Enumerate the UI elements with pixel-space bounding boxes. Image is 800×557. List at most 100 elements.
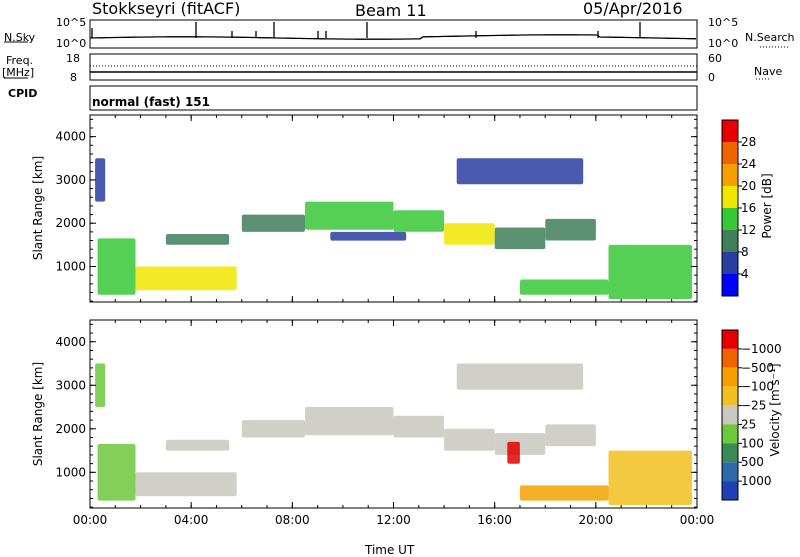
power-colorbar-segment	[722, 142, 738, 164]
power-data-region	[97, 238, 136, 295]
velocity-colorbar-tick-label: −1000	[741, 342, 782, 356]
velocity-colorbar-segment	[722, 386, 738, 406]
power-ytick-label: 1000	[55, 260, 86, 274]
velocity-colorbar-tick-label: −25	[741, 399, 766, 413]
velocity-data-region	[135, 472, 237, 497]
velocity-data-region	[305, 407, 394, 436]
velocity-colorbar-tick-label: −500	[741, 361, 774, 375]
freq-label: Freq.	[6, 54, 34, 67]
velocity-data-region	[241, 420, 305, 438]
velocity-colorbar-tick-label: 25	[741, 417, 756, 431]
velocity-ytick-label: 3000	[55, 378, 86, 392]
velocity-xtick-label: 16:00	[477, 513, 512, 527]
power-colorbar-segment	[722, 164, 738, 186]
power-ytick-label: 4000	[55, 130, 86, 144]
power-colorbar-segment	[722, 230, 738, 252]
velocity-colorbar-segment	[722, 367, 738, 387]
power-data-region	[95, 158, 106, 202]
velocity-data-region	[608, 450, 692, 505]
noise-tick-high-left: 10^5	[56, 16, 87, 29]
power-colorbar-tick-label: 4	[741, 267, 749, 281]
freq-tick-low: 8	[70, 71, 77, 84]
velocity-xtick-label: 20:00	[579, 513, 614, 527]
power-colorbar-tick-label: 12	[741, 223, 756, 237]
date-title: 05/Apr/2016	[583, 0, 683, 18]
nave-label: Nave	[754, 65, 783, 78]
velocity-data-region	[507, 441, 520, 464]
noise-tick-low-left: 10^0	[56, 37, 87, 50]
freq-tick-high: 18	[66, 52, 80, 65]
velocity-ylabel: Slant Range [km]	[31, 361, 45, 467]
power-colorbar-tick-label: 28	[741, 135, 756, 149]
power-colorbar-segment	[722, 120, 738, 142]
station-title: Stokkseyri (fitACF)	[92, 0, 241, 18]
velocity-colorbar-segment	[722, 405, 738, 425]
power-data-region	[456, 158, 584, 185]
power-data-region	[241, 214, 305, 232]
velocity-xtick-label: 08:00	[275, 513, 310, 527]
time-xlabel: Time UT	[365, 543, 415, 557]
velocity-data-region	[444, 428, 495, 451]
velocity-colorbar-tick-label: 100	[741, 436, 764, 450]
velocity-colorbar-label: Velocity [m s⁻¹]	[768, 363, 782, 457]
velocity-colorbar-segment	[722, 424, 738, 444]
velocity-colorbar-segment	[722, 348, 738, 368]
power-colorbar-tick-label: 24	[741, 157, 756, 171]
nsky-label: N.Sky	[4, 31, 36, 44]
power-data-region	[135, 266, 237, 291]
power-colorbar-tick-label: 8	[741, 245, 749, 259]
power-colorbar-segment	[722, 252, 738, 274]
power-data-region	[494, 227, 546, 250]
power-ytick-label: 3000	[55, 173, 86, 187]
velocity-ytick-label: 4000	[55, 335, 86, 349]
nave-tick-low: 0	[708, 71, 715, 84]
velocity-data-region	[393, 415, 445, 438]
power-colorbar-tick-label: 20	[741, 179, 756, 193]
power-data-region	[393, 210, 445, 232]
velocity-ytick-label: 1000	[55, 465, 86, 479]
velocity-data-region	[456, 363, 584, 390]
velocity-ytick-label: 2000	[55, 422, 86, 436]
velocity-colorbar-tick-label: −100	[741, 380, 774, 394]
noise-tick-high-right: 10^5	[708, 16, 739, 29]
nsky-line	[89, 34, 697, 40]
power-data-region	[608, 244, 692, 299]
beam-title: Beam 11	[355, 1, 427, 20]
power-data-region	[305, 201, 394, 230]
velocity-colorbar-tick-label: 500	[741, 455, 764, 469]
power-colorbar-tick-label: 16	[741, 201, 756, 215]
cpid-panel-frame	[89, 85, 698, 111]
power-colorbar-segment	[722, 208, 738, 230]
power-data-region	[330, 231, 407, 241]
power-data-region	[520, 279, 609, 295]
velocity-colorbar-segment	[722, 481, 738, 500]
nsearch-label: N.Search	[745, 31, 795, 44]
velocity-colorbar-segment	[722, 330, 738, 349]
freq-unit: [MHz]	[2, 66, 35, 79]
cpid-label: CPID	[8, 87, 38, 100]
velocity-xtick-label: 00:00	[680, 513, 715, 527]
cpid-value: normal (fast) 151	[92, 95, 210, 109]
power-data-region	[545, 218, 596, 241]
noise-panel-frame	[89, 19, 698, 49]
freq-panel-frame	[89, 53, 698, 81]
power-data-region	[165, 234, 230, 245]
power-ytick-label: 2000	[55, 216, 86, 230]
velocity-colorbar-tick-label: 1000	[741, 474, 772, 488]
power-data-region	[444, 223, 495, 245]
velocity-colorbar-frame	[721, 329, 739, 501]
velocity-data-region	[165, 439, 230, 451]
velocity-data-region	[95, 363, 106, 407]
power-colorbar-label: Power [dB]	[760, 173, 774, 239]
velocity-xtick-label: 04:00	[174, 513, 209, 527]
nave-tick-high: 60	[708, 52, 722, 65]
power-colorbar-segment	[722, 274, 738, 296]
velocity-colorbar-segment	[722, 443, 738, 463]
power-colorbar-segment	[722, 186, 738, 208]
velocity-xtick-label: 00:00	[73, 513, 108, 527]
velocity-xtick-label: 12:00	[376, 513, 411, 527]
power-ylabel: Slant Range [km]	[31, 155, 45, 261]
velocity-data-region	[520, 485, 609, 501]
velocity-data-region	[494, 433, 546, 455]
